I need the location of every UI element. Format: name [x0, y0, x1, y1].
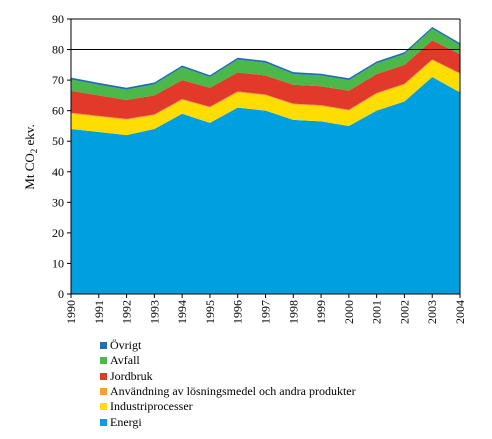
- y-tick-label: 90: [52, 12, 64, 26]
- x-tick-label: 2000: [342, 300, 356, 324]
- y-axis-label-rest: ekv.: [22, 124, 37, 148]
- x-tick-label: 1994: [175, 300, 189, 324]
- x-tick-label: 1999: [314, 300, 328, 324]
- x-tick-label: 2002: [397, 300, 411, 324]
- y-tick-labels: 0 10 20 30 40 50 60 70 80 90: [52, 12, 64, 301]
- legend-swatch: [100, 388, 107, 396]
- x-tick-label: 1996: [231, 300, 245, 324]
- legend-label: Energi: [110, 414, 142, 429]
- x-tick-label: 1998: [286, 300, 300, 324]
- legend-label: Avfall: [110, 353, 140, 368]
- legend: Övrigt Avfall Jordbruk Användning av lösnin…: [100, 338, 356, 430]
- x-tick-label: 2004: [453, 300, 467, 324]
- legend-label: Användning av lösningsmedel och andra pr…: [110, 384, 356, 399]
- y-tick-label: 0: [58, 287, 64, 301]
- y-tick-label: 60: [52, 104, 64, 118]
- y-tick-label: 10: [52, 256, 64, 270]
- x-tick-label: 1992: [120, 300, 134, 324]
- y-tick-label: 20: [52, 226, 64, 240]
- legend-item: Industriprocesser: [100, 399, 356, 414]
- legend-item: Jordbruk: [100, 369, 356, 384]
- x-tick-label: 1995: [203, 300, 217, 324]
- x-tick-label: 2001: [370, 300, 384, 324]
- area-series-4: [71, 28, 460, 100]
- legend-swatch: [100, 372, 107, 380]
- y-tick-label: 80: [52, 43, 64, 57]
- x-tick-label: 2003: [425, 300, 439, 324]
- x-tick-label: 1993: [147, 300, 161, 324]
- area-series-1: [71, 60, 460, 136]
- x-tick-label: 1990: [64, 300, 78, 324]
- area-series-3: [71, 40, 460, 119]
- legend-label: Övrigt: [110, 338, 142, 353]
- y-axis-label-main: Mt CO: [22, 153, 37, 189]
- y-axis-label: Mt CO2 ekv.: [22, 124, 39, 189]
- stacked-areas: [71, 26, 460, 294]
- legend-swatch: [100, 418, 107, 426]
- y-axis-label-sub: 2: [29, 149, 39, 154]
- legend-item: Användning av lösningsmedel och andra pr…: [100, 384, 356, 399]
- legend-label: Industriprocesser: [110, 399, 193, 414]
- y-tick-label: 30: [52, 195, 64, 209]
- area-series-0: [71, 77, 460, 294]
- legend-item: Avfall: [100, 353, 356, 368]
- x-tick-label: 1991: [92, 300, 106, 324]
- axes: [67, 18, 461, 298]
- x-tick-label: 1997: [259, 300, 273, 324]
- legend-swatch: [100, 357, 107, 365]
- y-tick-label: 40: [52, 165, 64, 179]
- legend-label: Jordbruk: [110, 368, 153, 383]
- x-tick-labels: 1990 1991 1992 1993 1994 1995 1996 1997 1998 1999…: [64, 300, 467, 324]
- y-tick-label: 70: [52, 73, 64, 87]
- legend-item: Övrigt: [100, 338, 356, 353]
- gridlines: [71, 18, 460, 51]
- legend-swatch: [100, 342, 107, 350]
- legend-swatch: [100, 403, 107, 411]
- y-tick-label: 50: [52, 134, 64, 148]
- legend-item: Energi: [100, 414, 356, 429]
